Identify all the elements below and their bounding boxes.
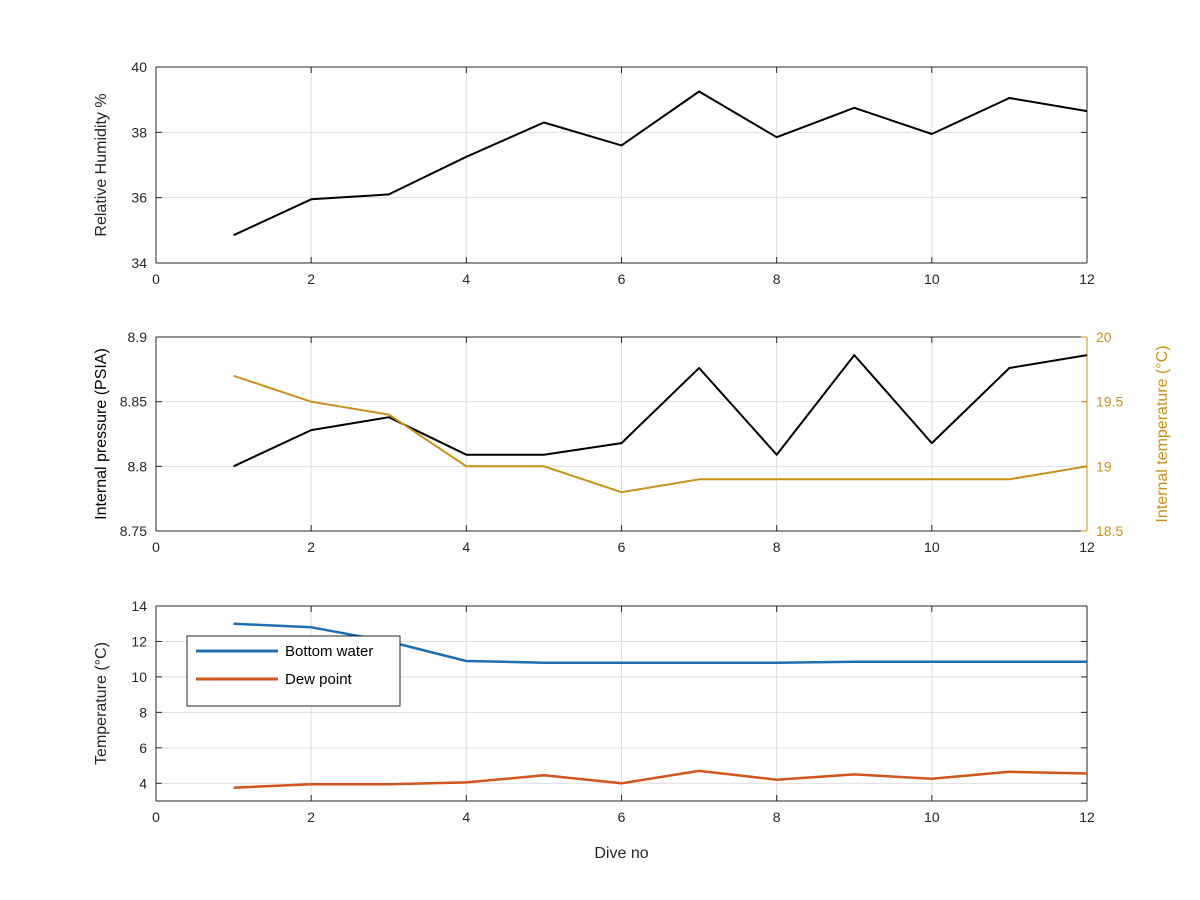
x-tick-label: 10 [924,809,940,825]
x-tick-label: 6 [618,539,626,555]
legend: Bottom water Dew point [186,635,401,707]
x-tick-label: 4 [462,539,470,555]
y-tick-label: 8 [139,704,147,720]
y-tick-label: 14 [131,598,147,614]
y-tick-label: 4 [139,775,147,791]
x-tick-label: 4 [462,271,470,287]
y-right-tick-label: 20 [1096,329,1112,345]
x-tick-label: 0 [152,809,160,825]
y-tick-label: 6 [139,740,147,756]
y-tick-label: 10 [131,669,147,685]
series-line-1 [233,90,1088,237]
series-line-dew-point [233,769,1088,789]
x-tick-label: 2 [307,271,315,287]
x-tick-label: 8 [773,539,781,555]
x-tick-label: 8 [773,809,781,825]
x-axis-label: Dive no [594,845,648,862]
y-tick-label: 8.75 [120,523,147,539]
legend-label: Dew point [285,671,353,688]
panel-2: 0 2 4 6 8 10 12 8.75 8.8 8.85 8.9 Internal pressure… [93,329,1171,555]
legend-box [186,635,401,707]
x-tick-label: 2 [307,809,315,825]
y-axis-label: Temperature (°C) [93,642,110,765]
x-tick-label: 6 [618,271,626,287]
panel-3: 0 2 4 6 8 10 12 4 6 8 10 12 14 Temperature (°C) Dive n… [93,598,1095,862]
y-tick-label: 8.85 [120,394,147,410]
x-tick-label: 12 [1079,539,1095,555]
y-right-axis-label: Internal temperature (°C) [1154,345,1171,522]
y-right-tick-label: 18.5 [1096,523,1123,539]
y-axis-label: Relative Humidity % [93,93,110,236]
x-tick-label: 12 [1079,271,1095,287]
series-line-1 [233,354,1088,468]
y-tick-label: 40 [131,59,147,75]
y-tick-label: 36 [131,190,147,206]
y-tick-label: 34 [131,255,147,271]
x-tick-label: 12 [1079,809,1095,825]
y-axis-label: Internal pressure (PSIA) [93,348,110,520]
series-line-2 [233,374,1088,494]
x-tick-label: 0 [152,271,160,287]
x-tick-label: 6 [618,809,626,825]
y-tick-label: 8.8 [128,458,148,474]
x-tick-label: 10 [924,539,940,555]
panel-1: 0 2 4 6 8 10 12 34 36 38 40 Relative Humidity % [93,59,1095,287]
y-right-tick-label: 19 [1096,458,1112,474]
x-tick-label: 8 [773,271,781,287]
y-tick-label: 38 [131,124,147,140]
y-right-tick-label: 19.5 [1096,394,1123,410]
y-tick-label: 8.9 [128,329,148,345]
x-tick-label: 0 [152,539,160,555]
x-tick-label: 2 [307,539,315,555]
x-tick-label: 4 [462,809,470,825]
x-tick-label: 10 [924,271,940,287]
legend-label: Bottom water [285,643,373,660]
y-tick-label: 12 [131,633,147,649]
